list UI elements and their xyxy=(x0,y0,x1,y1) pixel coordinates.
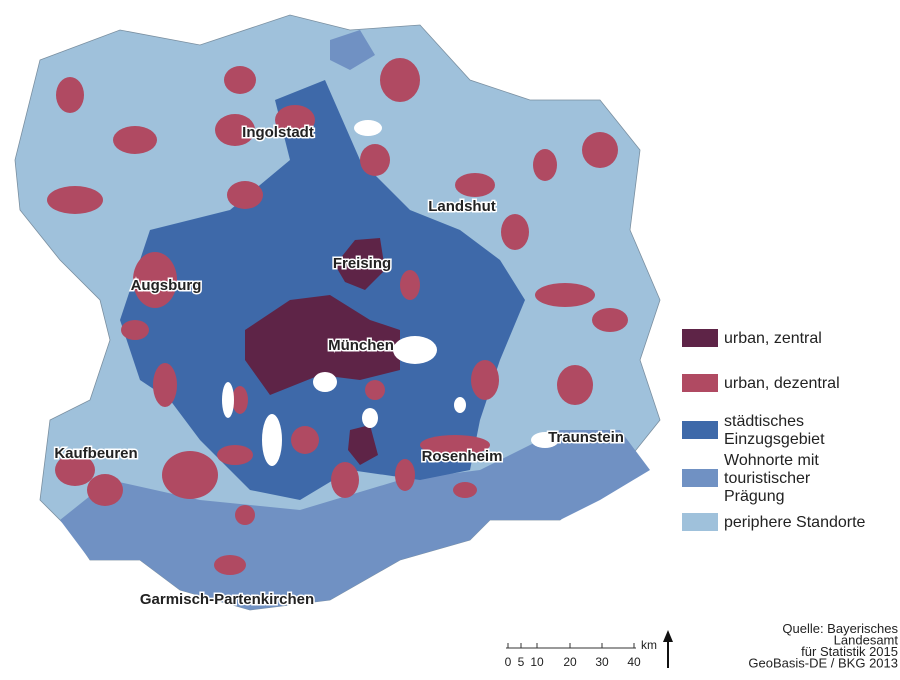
city-label: Kaufbeuren xyxy=(54,445,137,462)
legend-label: Wohnorte mit xyxy=(724,452,819,469)
scale-label: 20 xyxy=(563,655,577,669)
scale-label: 5 xyxy=(518,655,525,669)
legend-swatch xyxy=(682,329,718,347)
legend-label: städtisches xyxy=(724,413,804,430)
legend-label: urban, zentral xyxy=(724,330,822,347)
region-touristisch xyxy=(330,30,375,70)
urban-dezentral xyxy=(47,58,628,575)
legend-swatch xyxy=(682,513,718,531)
source-line: Landesamt xyxy=(834,633,899,648)
source-line: für Statistik 2015 xyxy=(801,644,898,659)
north-arrow-head xyxy=(663,630,673,642)
city-label: Landshut xyxy=(428,198,496,215)
region-staedtisch xyxy=(120,80,525,500)
scale-label: 30 xyxy=(595,655,609,669)
source-line: GeoBasis-DE / BKG 2013 xyxy=(748,656,898,671)
legend-swatch xyxy=(682,469,718,487)
legend-label: urban, dezentral xyxy=(724,375,840,392)
scale-unit: km xyxy=(641,638,657,652)
city-label: Freising xyxy=(333,255,391,272)
city-label: Rosenheim xyxy=(422,448,503,465)
legend-label: touristischer xyxy=(724,470,811,487)
legend-label: Prägung xyxy=(724,488,785,505)
scale-label: 40 xyxy=(627,655,641,669)
legend: urban, zentral urban, dezentral städtische… xyxy=(682,329,866,531)
city-label: Traunstein xyxy=(548,429,624,446)
legend-label: Einzugsgebiet xyxy=(724,431,825,448)
legend-swatch xyxy=(682,421,718,439)
city-label: Garmisch-Partenkirchen xyxy=(140,591,314,608)
legend-label: periphere Standorte xyxy=(724,514,866,531)
city-label: Ingolstadt xyxy=(242,124,314,141)
source-line: Quelle: Bayerisches xyxy=(782,621,898,636)
map: Ingolstadt Landshut Freising Augsburg Mü… xyxy=(14,14,661,611)
urban-zentral xyxy=(245,238,400,465)
city-label: Augsburg xyxy=(131,277,202,294)
lakes xyxy=(222,120,559,466)
city-label: München xyxy=(328,337,394,354)
region-touristisch xyxy=(60,430,650,610)
scale-label: 10 xyxy=(530,655,544,669)
legend-swatch xyxy=(682,374,718,392)
scale-label: 0 xyxy=(505,655,512,669)
